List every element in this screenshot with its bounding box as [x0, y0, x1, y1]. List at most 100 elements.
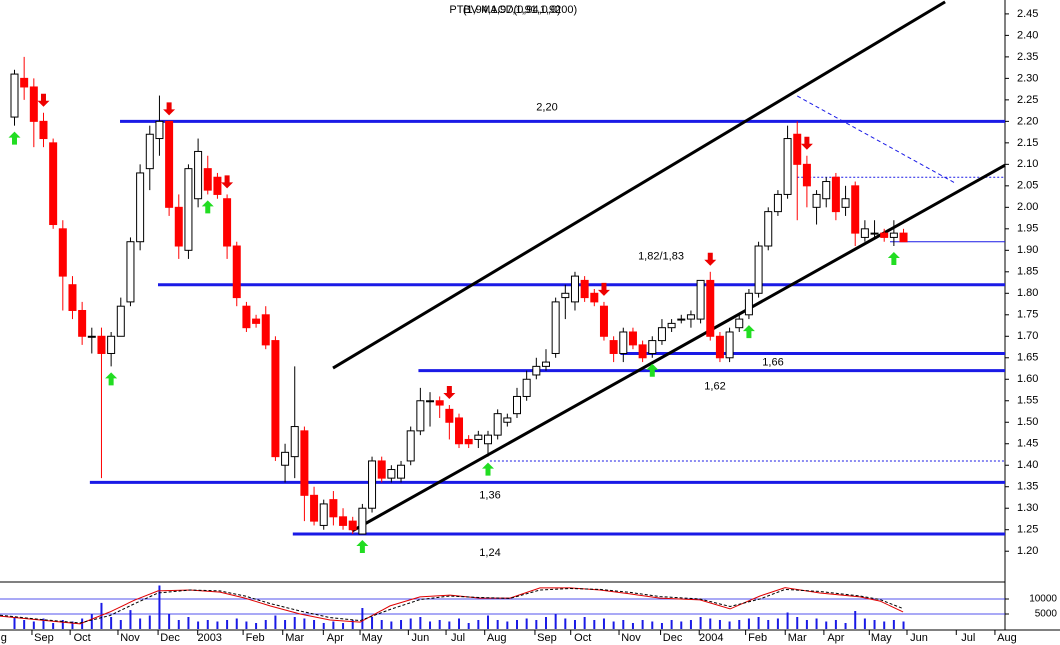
sell-arrow	[221, 175, 234, 189]
candle-body	[522, 378, 531, 397]
candle-body	[252, 318, 261, 324]
x-tick-label: Nov	[621, 632, 641, 644]
candle-body	[165, 120, 174, 208]
x-tick-label: Feb	[246, 632, 265, 644]
candle-body	[68, 284, 77, 311]
x-tick-label: Apr	[827, 632, 844, 644]
y-tick-label: 1.25	[1017, 524, 1038, 536]
y-tick-label: 1.65	[1017, 352, 1038, 364]
buy-arrow	[356, 540, 369, 554]
x-tick-label: Aug	[997, 632, 1017, 644]
y-tick-label: 2.30	[1017, 72, 1038, 84]
candle-body	[638, 344, 647, 359]
buy-arrow	[887, 252, 900, 266]
candle-body	[290, 426, 299, 458]
y-tick-label: 2.45	[1017, 8, 1038, 20]
x-tick-label: Sep	[34, 632, 54, 644]
candle-body	[10, 73, 19, 118]
candle-body	[377, 460, 386, 479]
candle-body	[735, 318, 744, 329]
candle-body	[590, 292, 599, 303]
x-tick-label: Mar	[285, 632, 304, 644]
candle-body	[802, 163, 811, 187]
candle-body	[793, 133, 802, 165]
candle-body	[223, 198, 232, 247]
sell-arrow	[37, 93, 50, 107]
x-tick-label: Dec	[160, 632, 180, 644]
x-tick-label: Oct	[574, 632, 591, 644]
y-tick-label: 2.15	[1017, 137, 1038, 149]
candle-body	[541, 361, 550, 367]
candle-body	[532, 365, 541, 376]
x-tick-label: May	[871, 632, 892, 644]
candle-body	[435, 400, 444, 406]
candle-body	[870, 232, 879, 235]
candle-body	[310, 494, 319, 522]
candle-body	[39, 120, 48, 140]
candle-body	[648, 340, 657, 354]
sell-arrow	[597, 282, 610, 296]
candle-body	[686, 314, 695, 320]
chart-title: PTBV MACD(0,94,0,0)	[449, 4, 560, 16]
y-tick-label: 1.45	[1017, 438, 1038, 450]
candle-body	[484, 434, 493, 445]
x-tick-label: Mar	[788, 632, 807, 644]
candle-body	[455, 417, 464, 445]
y-tick-label: 1.50	[1017, 416, 1038, 428]
candle-body	[49, 142, 58, 226]
x-tick-label: Aug	[487, 632, 507, 644]
chart-title: (1,94,1,97,1,91,1,9200)	[463, 4, 577, 16]
candle-body	[416, 400, 425, 432]
x-tick-label: Apr	[327, 632, 344, 644]
y-tick-label: 1.85	[1017, 266, 1038, 278]
trend-line	[351, 163, 1006, 533]
level-label: 1,62	[704, 381, 725, 393]
y-tick-label: 2.00	[1017, 201, 1038, 213]
y-tick-label: 2.20	[1017, 115, 1038, 127]
y-tick-label: 1.95	[1017, 223, 1038, 235]
y-tick-label: 2.40	[1017, 29, 1038, 41]
y-tick-label: 1.90	[1017, 244, 1038, 256]
candle-body	[426, 400, 435, 403]
buy-arrow	[646, 363, 659, 377]
y-tick-label: 1.35	[1017, 481, 1038, 493]
candle-body	[194, 150, 203, 200]
buy-arrow	[742, 325, 755, 339]
candle-body	[860, 228, 869, 238]
candle-body	[725, 331, 734, 359]
y-tick-label: 1.80	[1017, 287, 1038, 299]
candle-body	[812, 193, 821, 208]
candle-body	[464, 438, 473, 445]
candle-body	[696, 279, 705, 320]
y-tick-label: 2.25	[1017, 94, 1038, 106]
x-tick-label: Oct	[74, 632, 91, 644]
candle-body	[339, 516, 348, 526]
candle-body	[899, 232, 908, 243]
y-tick-label: 1.30	[1017, 502, 1038, 514]
x-tick-label: 2003	[197, 632, 221, 644]
candle-body	[174, 206, 183, 247]
sell-arrow	[443, 386, 456, 400]
candle-body	[20, 77, 29, 88]
x-tick-label: Aug	[0, 632, 7, 644]
candle-body	[706, 279, 715, 337]
candle-body	[561, 292, 570, 299]
candle-body	[754, 245, 763, 294]
candle-body	[783, 138, 792, 195]
candle-body	[841, 198, 850, 208]
candle-body	[474, 434, 483, 440]
candle-body	[773, 193, 782, 213]
oscillator-line	[0, 587, 904, 625]
candle-body	[387, 469, 396, 479]
y-tick-label: 1.75	[1017, 309, 1038, 321]
candle-body	[107, 335, 116, 354]
candle-body	[445, 408, 454, 423]
x-tick-label: 2004	[699, 632, 723, 644]
candle-body	[116, 305, 125, 337]
y-tick-label: 2.05	[1017, 180, 1038, 192]
candle-body	[667, 322, 676, 329]
candle-body	[657, 327, 666, 342]
level-label: 2,20	[536, 101, 557, 113]
